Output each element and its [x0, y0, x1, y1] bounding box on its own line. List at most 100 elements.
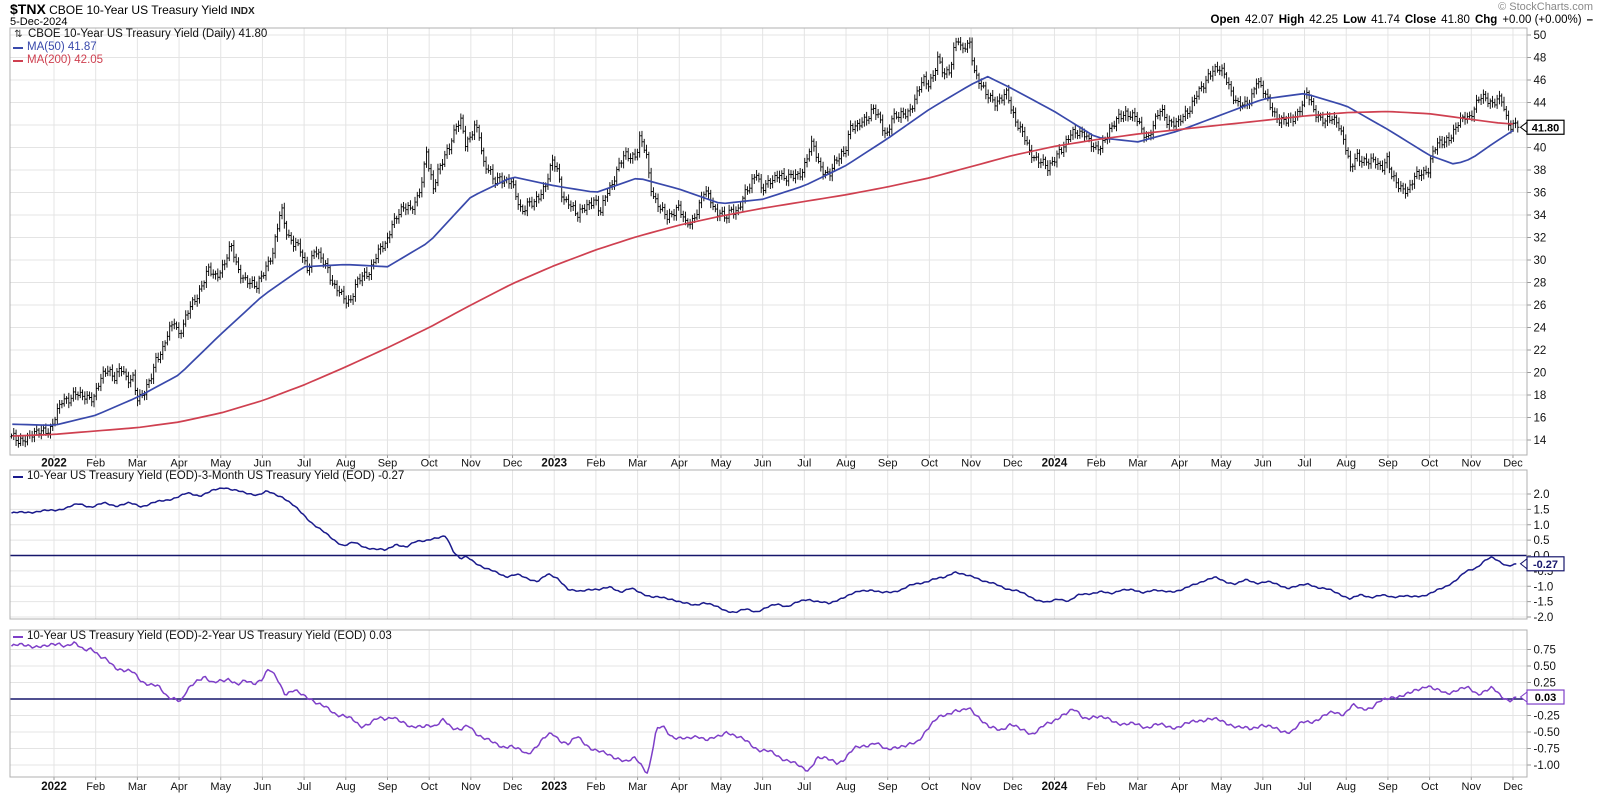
- close-value: 41.80: [1441, 14, 1470, 26]
- plot-area: [10, 36, 1520, 448]
- symbol: $TNX: [10, 1, 46, 17]
- svg-text:Oct: Oct: [921, 458, 938, 470]
- svg-text:Nov: Nov: [961, 458, 981, 470]
- svg-text:22: 22: [1534, 345, 1547, 357]
- svg-text:Oct: Oct: [421, 458, 438, 470]
- svg-text:38: 38: [1534, 165, 1547, 177]
- svg-text:Aug: Aug: [336, 781, 356, 793]
- spread-2y-legend-label: 10-Year US Treasury Yield (EOD)-2-Year U…: [27, 630, 392, 642]
- svg-text:41.80: 41.80: [1532, 122, 1560, 134]
- ma50-line: [12, 75, 1514, 427]
- svg-text:46: 46: [1534, 75, 1547, 87]
- panel-border: [9, 27, 1528, 456]
- exchange-label: INDX: [230, 6, 255, 17]
- low-value: 41.74: [1371, 14, 1400, 26]
- price-panel-legend: ⇅ CBOE 10-Year US Treasury Yield (Daily)…: [13, 28, 267, 67]
- svg-text:Nov: Nov: [961, 781, 981, 793]
- svg-text:Aug: Aug: [836, 458, 856, 470]
- svg-text:Sep: Sep: [1378, 781, 1398, 793]
- svg-text:40: 40: [1534, 143, 1547, 155]
- chart-type-icon[interactable]: ⇅: [14, 29, 23, 40]
- svg-text:Jul: Jul: [797, 781, 811, 793]
- ma200-line: [12, 110, 1514, 437]
- svg-text:May: May: [711, 781, 732, 793]
- panel-border: [9, 469, 1528, 620]
- svg-text:Jul: Jul: [1298, 458, 1312, 470]
- svg-text:Dec: Dec: [1503, 458, 1523, 470]
- svg-text:Sep: Sep: [1378, 458, 1398, 470]
- svg-text:Jun: Jun: [754, 781, 772, 793]
- svg-text:2024: 2024: [1042, 458, 1068, 470]
- svg-text:-0.50: -0.50: [1534, 727, 1560, 739]
- svg-text:Jun: Jun: [1254, 781, 1272, 793]
- ma200-swatch-icon: [13, 59, 23, 62]
- svg-text:20: 20: [1534, 368, 1547, 380]
- svg-text:Nov: Nov: [461, 458, 481, 470]
- close-label: Close: [1404, 14, 1437, 26]
- svg-text:0.25: 0.25: [1534, 678, 1556, 690]
- plot-area: [10, 641, 1517, 774]
- svg-text:Apr: Apr: [170, 458, 187, 470]
- svg-text:34: 34: [1534, 210, 1547, 222]
- svg-text:2022: 2022: [41, 458, 67, 470]
- last-value-label: -0.27: [1519, 556, 1565, 572]
- svg-text:Apr: Apr: [1171, 458, 1188, 470]
- svg-text:Jul: Jul: [297, 458, 311, 470]
- svg-text:-0.75: -0.75: [1534, 744, 1560, 756]
- svg-text:Nov: Nov: [1462, 781, 1482, 793]
- svg-text:16: 16: [1534, 413, 1547, 425]
- svg-text:0.50: 0.50: [1534, 661, 1556, 673]
- copyright: © StockCharts.com: [1498, 1, 1593, 13]
- svg-text:May: May: [711, 458, 732, 470]
- x-axis-labels-top: 2022 Feb Mar Apr May Jun Jul Aug Sep Oct Nov Dec 202…: [41, 458, 1523, 470]
- svg-text:Mar: Mar: [128, 781, 147, 793]
- spread-2y-swatch-icon: [13, 635, 23, 638]
- svg-text:Dec: Dec: [1503, 781, 1523, 793]
- svg-text:Mar: Mar: [628, 781, 647, 793]
- spread-3m-legend-label: 10-Year US Treasury Yield (EOD)-3-Month …: [27, 470, 405, 482]
- svg-text:Jul: Jul: [297, 781, 311, 793]
- low-label: Low: [1343, 14, 1367, 26]
- svg-text:Apr: Apr: [1171, 781, 1188, 793]
- svg-text:-0.27: -0.27: [1533, 559, 1558, 571]
- svg-text:2024: 2024: [1042, 781, 1068, 793]
- svg-text:44: 44: [1534, 98, 1547, 110]
- svg-text:48: 48: [1534, 53, 1547, 65]
- svg-text:Mar: Mar: [1128, 781, 1147, 793]
- svg-text:24: 24: [1534, 323, 1547, 335]
- spread-3m-panel-legend: 10-Year US Treasury Yield (EOD)-3-Month …: [13, 470, 404, 483]
- svg-text:Oct: Oct: [1421, 458, 1438, 470]
- svg-text:Nov: Nov: [1462, 458, 1482, 470]
- ma50-swatch-icon: [13, 46, 23, 49]
- svg-text:Feb: Feb: [86, 781, 105, 793]
- svg-text:18: 18: [1534, 390, 1547, 402]
- collapse-dash[interactable]: –: [1586, 14, 1593, 26]
- svg-text:Mar: Mar: [1128, 458, 1147, 470]
- svg-text:Sep: Sep: [378, 458, 398, 470]
- svg-text:May: May: [1211, 781, 1232, 793]
- svg-text:Nov: Nov: [461, 781, 481, 793]
- svg-text:2.0: 2.0: [1534, 489, 1550, 501]
- svg-text:Oct: Oct: [1421, 781, 1438, 793]
- ma200-legend-label: MA(200) 42.05: [27, 54, 104, 66]
- svg-text:32: 32: [1534, 233, 1547, 245]
- svg-text:0.03: 0.03: [1535, 692, 1556, 704]
- spread-3m-line: [11, 487, 1517, 614]
- svg-text:Dec: Dec: [1003, 458, 1023, 470]
- svg-text:Jun: Jun: [254, 781, 272, 793]
- svg-text:Dec: Dec: [1003, 781, 1023, 793]
- svg-text:2023: 2023: [541, 781, 567, 793]
- svg-text:36: 36: [1534, 188, 1547, 200]
- panel-spread_10y_minus_3m: 2.01.51.00.50.0-0.5-1.0-1.5-2.0-0.27: [9, 469, 1565, 624]
- svg-text:Jul: Jul: [1298, 781, 1312, 793]
- svg-text:Feb: Feb: [1087, 458, 1106, 470]
- open-value: 42.07: [1244, 14, 1274, 26]
- svg-text:30: 30: [1534, 255, 1547, 267]
- svg-text:Apr: Apr: [671, 458, 688, 470]
- spread-2y-panel-legend: 10-Year US Treasury Yield (EOD)-2-Year U…: [13, 630, 392, 643]
- svg-text:1.0: 1.0: [1534, 520, 1550, 532]
- svg-text:28: 28: [1534, 278, 1547, 290]
- svg-text:50: 50: [1534, 30, 1547, 42]
- price-ohlc-bars: [10, 36, 1520, 448]
